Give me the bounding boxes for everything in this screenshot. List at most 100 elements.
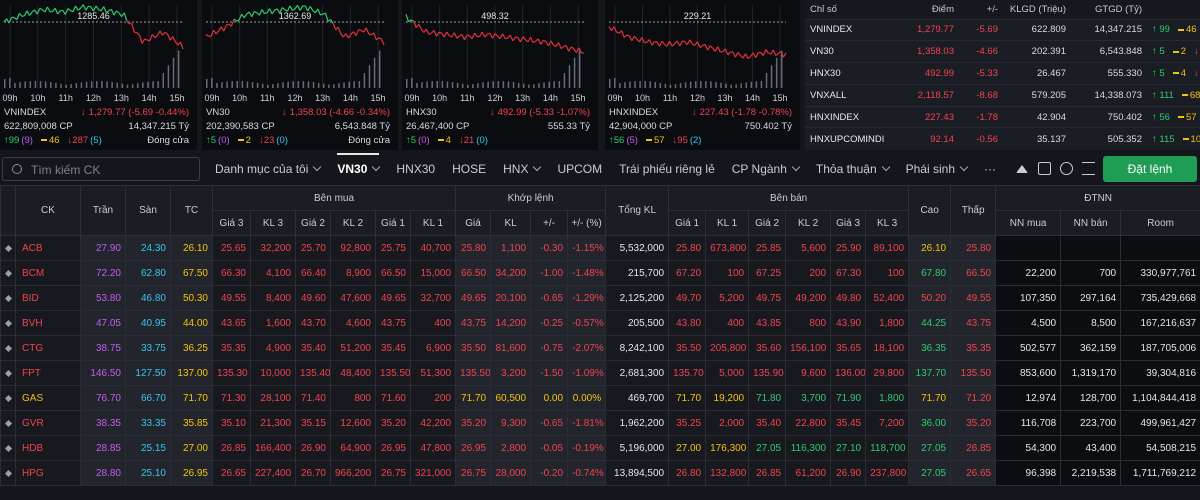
up-arrow: ↑ <box>406 135 411 146</box>
volume-bar <box>85 81 88 88</box>
sparkline-segment <box>491 33 496 39</box>
settings-icon[interactable] <box>1060 162 1073 175</box>
time-label: 14h <box>343 93 358 103</box>
sparkline-segment <box>755 52 759 58</box>
pin-button[interactable] <box>0 310 16 336</box>
advances: 5 <box>1159 46 1165 58</box>
symbol: ACB <box>15 235 81 261</box>
foreign-room: 330,977,761 <box>1120 260 1200 286</box>
volume-bar <box>770 65 773 88</box>
stock-row[interactable]: BVH 47.05 40.95 44.00 43.65 1,600 43.70 4,600 43… <box>0 310 1200 336</box>
tab[interactable]: HNX30 <box>396 162 436 176</box>
symbol: BCM <box>15 260 81 286</box>
time-label: 13h <box>717 93 732 103</box>
stock-row[interactable]: GAS 76.70 66.70 71.70 71.30 28,100 71.40 800 71.… <box>0 385 1200 411</box>
sparkline-segment <box>85 5 89 11</box>
index-point: 2,118.57 <box>897 83 959 107</box>
breadth: ↑ 52↓ 23 <box>1147 40 1200 63</box>
ask-price-3: 27.10 <box>830 435 867 461</box>
pin-button[interactable] <box>0 260 16 286</box>
stock-row[interactable]: GVR 38.35 33.35 35.85 35.10 21,300 35.15 12,600… <box>0 410 1200 436</box>
order-button[interactable]: Đặt lệnh <box>1103 156 1197 182</box>
index-change: -4.66 <box>959 40 1003 63</box>
pin-button[interactable] <box>0 360 16 386</box>
bid-volume-2: 64,900 <box>330 435 376 461</box>
index-name: VNINDEX <box>805 18 897 41</box>
tab[interactable]: Trái phiếu riêng lẻ <box>619 162 715 176</box>
export-icon[interactable] <box>1038 162 1051 175</box>
sparkline-segment <box>682 40 685 43</box>
flat-marker <box>1181 94 1188 97</box>
index-value: 505.352 <box>1071 127 1147 150</box>
pin-button[interactable] <box>0 435 16 461</box>
sparkline-segment <box>149 34 153 42</box>
stock-row[interactable]: ACB 27.90 24.30 26.10 25.65 32,200 25.70 92,800… <box>0 235 1200 261</box>
volume-bar <box>461 83 464 88</box>
expand-icon[interactable] <box>1082 162 1095 175</box>
low: 35.20 <box>950 410 997 436</box>
tab[interactable]: Phái sinh <box>906 153 967 185</box>
ceiling: 38.75 <box>80 335 126 361</box>
tab[interactable]: Danh mục của tôi <box>215 153 320 185</box>
bid-price-3: 43.65 <box>212 310 251 336</box>
ask-volume-1: 5,200 <box>705 285 750 311</box>
sparkline-segment <box>72 5 77 12</box>
tab[interactable]: HOSE <box>452 162 487 176</box>
high: 67.80 <box>908 260 952 286</box>
pin-button[interactable] <box>0 385 16 411</box>
volume-bar <box>431 81 433 88</box>
stock-row[interactable]: HPG 28.80 25.10 26.95 26.65 227,400 26.70 966,2… <box>0 460 1200 486</box>
pin-button[interactable] <box>0 410 16 436</box>
tab[interactable]: UPCOM <box>557 162 603 176</box>
sparkline-segment <box>330 19 334 24</box>
change-percent: -2.07% <box>567 335 607 361</box>
volume-bar <box>267 84 269 88</box>
pin-button[interactable] <box>0 285 16 311</box>
tab[interactable]: VN30 <box>337 153 380 185</box>
sparkline-segment <box>238 13 243 21</box>
bid-volume-3: 21,300 <box>250 410 296 436</box>
volume-bar <box>472 84 474 88</box>
high: 27.05 <box>908 435 952 461</box>
stock-row[interactable]: HDB 28.85 25.15 27.00 26.85 166,400 26.90 64,90… <box>0 435 1200 461</box>
scroll-top-icon[interactable] <box>1016 165 1028 173</box>
tab[interactable]: HNX <box>503 153 540 185</box>
sparkline-segment <box>352 31 357 36</box>
stock-row[interactable]: FPT 146.50 127.50 137.00 135.30 10,000 135.40 4… <box>0 360 1200 386</box>
sparkline-segment <box>322 12 326 15</box>
sparkline-segment <box>174 41 179 46</box>
index-change-value: 227.43 (-1.78 -0.78%) <box>699 107 792 118</box>
tab[interactable]: Thỏa thuận <box>816 153 889 185</box>
volume-bar <box>348 81 350 88</box>
volume-bar <box>90 81 93 88</box>
stock-row[interactable]: BID 53.80 46.80 50.30 49.55 8,400 49.60 47,600 4… <box>0 285 1200 311</box>
volume-row: 26,467,400 CP 555.33 Tỷ <box>406 121 594 132</box>
sparkline-segment <box>651 41 656 46</box>
sparkline-segment <box>64 8 69 15</box>
bid-price-1: 66.50 <box>375 260 411 286</box>
stock-row[interactable]: BCM 72.20 62.80 67.50 66.30 4,100 66.40 8,900 66… <box>0 260 1200 286</box>
pin-button[interactable] <box>0 235 16 261</box>
tab[interactable]: CP Ngành <box>732 153 799 185</box>
sparkline-segment <box>123 12 128 21</box>
volume-bar <box>750 81 753 88</box>
bid-volume-3: 8,400 <box>250 285 296 311</box>
bid-price-1: 71.60 <box>375 385 411 411</box>
pin-button[interactable] <box>0 335 16 361</box>
sparkline-segment <box>365 27 370 35</box>
volume-bar <box>694 81 697 88</box>
sparkline-segment <box>274 8 278 11</box>
sparkline-segment <box>223 24 227 32</box>
volume-bar <box>65 84 67 88</box>
pin-icon <box>4 469 12 477</box>
ask-volume-2: 61,200 <box>785 460 832 486</box>
ask-price-2: 26.85 <box>748 460 787 486</box>
stock-row[interactable]: CTG 38.75 33.75 36.25 35.35 4,900 35.40 51,200 3… <box>0 335 1200 361</box>
tab[interactable]: ··· <box>984 162 996 176</box>
search-box[interactable]: Tìm kiếm CK <box>2 157 200 181</box>
down-arrow: ↓ <box>281 107 287 118</box>
pin-button[interactable] <box>0 460 16 486</box>
sparkline-segment <box>226 23 230 26</box>
